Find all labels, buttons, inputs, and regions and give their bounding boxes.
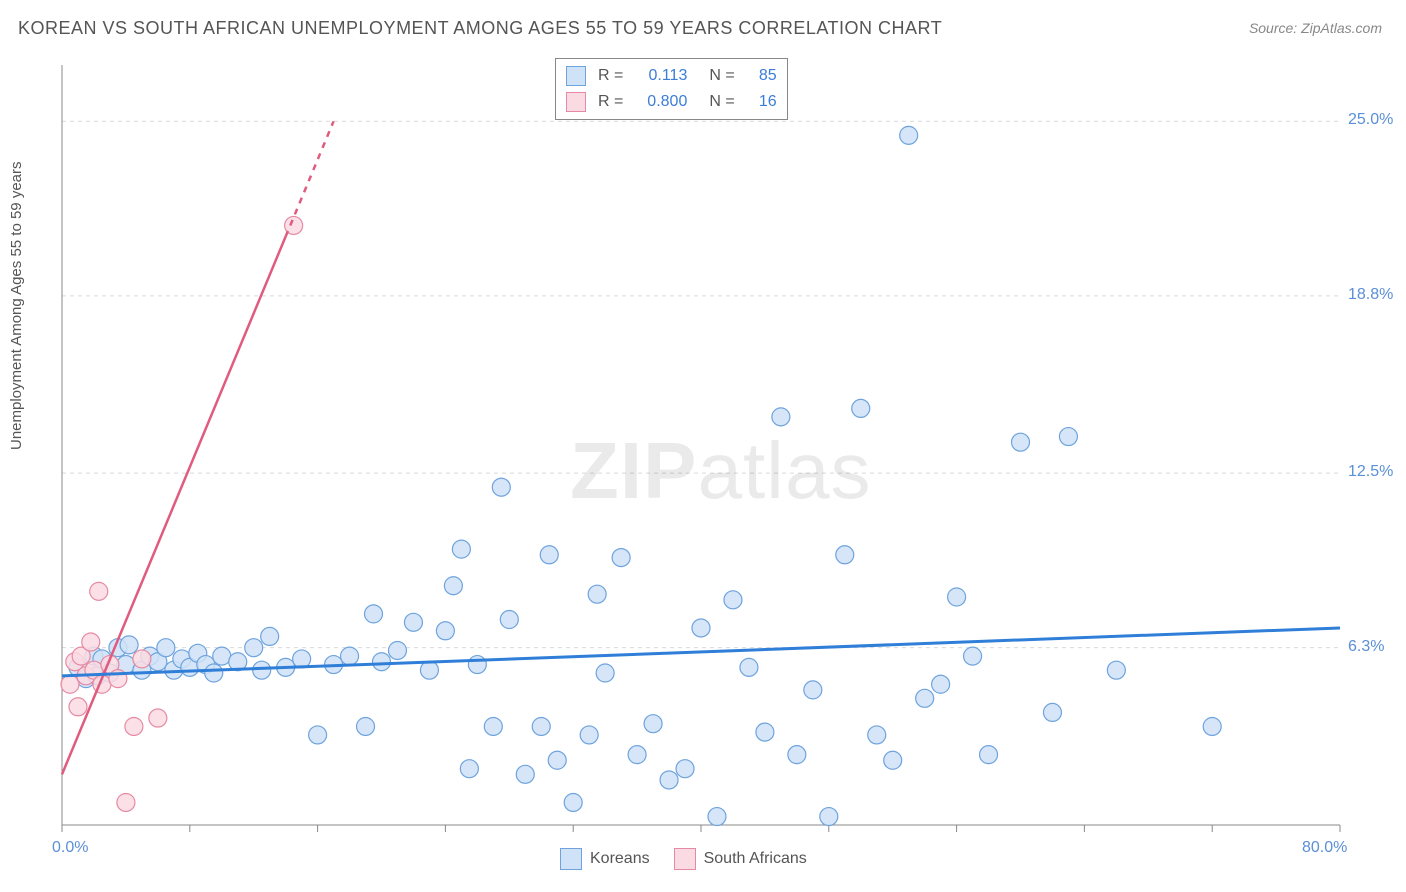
stats-legend-box: R = 0.113 N = 85 R = 0.800 N = 16 [555,58,788,120]
n-value: 16 [743,89,777,115]
legend-swatch-icon [674,848,696,870]
x-axis-max-label: 80.0% [1302,839,1347,857]
series-swatch-icon [566,92,586,112]
source-attribution: Source: ZipAtlas.com [1249,20,1382,36]
legend-label: Koreans [590,850,650,867]
stats-row: R = 0.113 N = 85 [566,63,777,89]
series-swatch-icon [566,66,586,86]
r-value: 0.800 [631,89,687,115]
r-label: R = [598,89,623,115]
chart-container: ZIPatlas 6.3%12.5%18.8%25.0%0.0%80.0% [50,55,1350,835]
n-label: N = [709,89,734,115]
r-value: 0.113 [631,63,687,89]
n-label: N = [709,63,734,89]
x-axis-min-label: 0.0% [52,839,88,857]
legend-swatch-icon [560,848,582,870]
legend-label: South Africans [704,850,807,867]
legend-item: South Africans [674,848,807,870]
correlation-chart [50,55,1350,835]
y-tick-label: 12.5% [1348,463,1393,481]
series-legend: Koreans South Africans [560,848,807,870]
page-title: KOREAN VS SOUTH AFRICAN UNEMPLOYMENT AMO… [18,18,942,39]
y-axis-label: Unemployment Among Ages 55 to 59 years [8,161,25,450]
y-tick-label: 25.0% [1348,111,1393,129]
y-tick-label: 18.8% [1348,286,1393,304]
y-tick-label: 6.3% [1348,638,1384,656]
n-value: 85 [743,63,777,89]
legend-item: Koreans [560,848,650,870]
r-label: R = [598,63,623,89]
stats-row: R = 0.800 N = 16 [566,89,777,115]
